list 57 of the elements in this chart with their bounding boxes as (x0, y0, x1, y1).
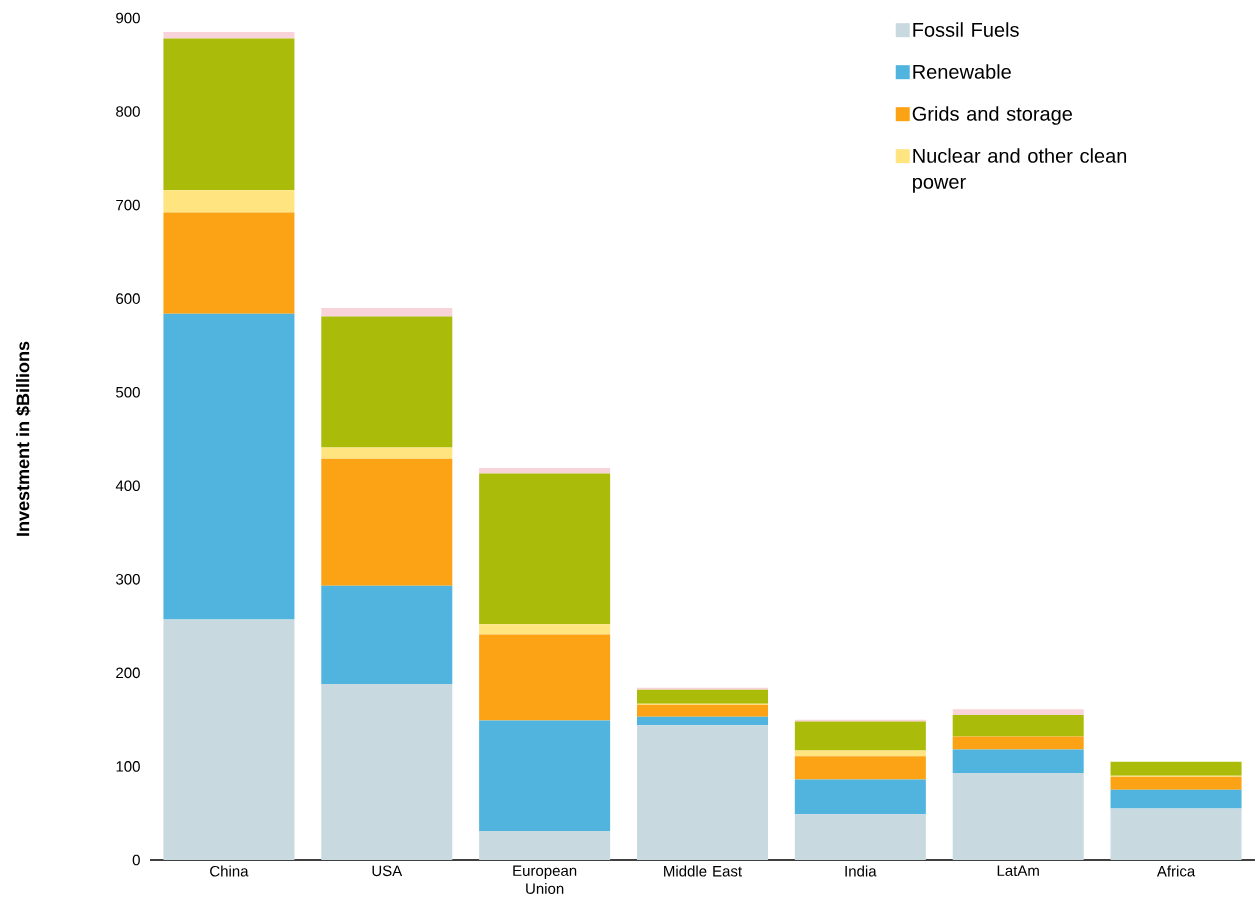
y-tick-label: 600 (116, 293, 140, 304)
y-tick-label: 200 (116, 667, 140, 679)
bar (163, 313, 295, 620)
x-tick-label: USA (372, 865, 403, 877)
bar (321, 308, 453, 317)
bar (794, 779, 926, 815)
bar (1110, 789, 1242, 809)
legend-label: Renewable (913, 64, 1011, 79)
y-tick-label: 800 (116, 106, 140, 117)
bar (163, 38, 295, 191)
bar (479, 624, 611, 635)
x-tick-label: LatAm (997, 865, 1039, 876)
bar (952, 709, 1084, 715)
y-tick-label: 0 (132, 854, 140, 866)
bar (321, 458, 453, 586)
legend-label: Grids and storage (912, 106, 1072, 125)
bar (163, 190, 295, 213)
bar (163, 32, 295, 39)
y-tick-label: 400 (115, 480, 140, 492)
bar (636, 725, 768, 860)
bar (952, 736, 1084, 750)
y-tick-label: 700 (116, 199, 140, 211)
legend-label: Nuclear and other clean power (913, 148, 1127, 193)
bar (636, 704, 768, 717)
bar (163, 212, 295, 314)
bar (321, 585, 453, 685)
bar (636, 689, 768, 704)
bar (321, 447, 453, 459)
bar (952, 714, 1084, 737)
bar (1110, 761, 1242, 776)
x-tick-label: Middle East (664, 865, 742, 877)
y-tick-label: 500 (116, 386, 140, 398)
bar (952, 772, 1084, 860)
y-axis-title: Investment in $Billions (15, 341, 31, 536)
bar (794, 756, 926, 780)
bar (794, 814, 926, 860)
x-tick-label: China (210, 865, 249, 877)
bar (952, 749, 1084, 773)
bar (321, 316, 453, 448)
bar (479, 634, 611, 721)
y-tick-label: 300 (116, 574, 140, 585)
bar (479, 720, 611, 831)
x-tick-label: European Union (513, 865, 577, 894)
y-tick-label: 900 (116, 12, 140, 24)
bar (479, 830, 611, 860)
bar (636, 716, 768, 726)
x-tick-label: India (845, 865, 877, 877)
bar (163, 619, 295, 860)
bar (1110, 776, 1242, 790)
bar (479, 467, 611, 474)
legend-label: Fossil Fuels (913, 22, 1019, 37)
y-tick-label: 100 (116, 761, 140, 772)
bar (479, 473, 611, 625)
bar (1110, 808, 1242, 860)
bar (794, 721, 926, 751)
x-tick-label: Africa (1156, 865, 1196, 877)
bar (321, 684, 453, 860)
